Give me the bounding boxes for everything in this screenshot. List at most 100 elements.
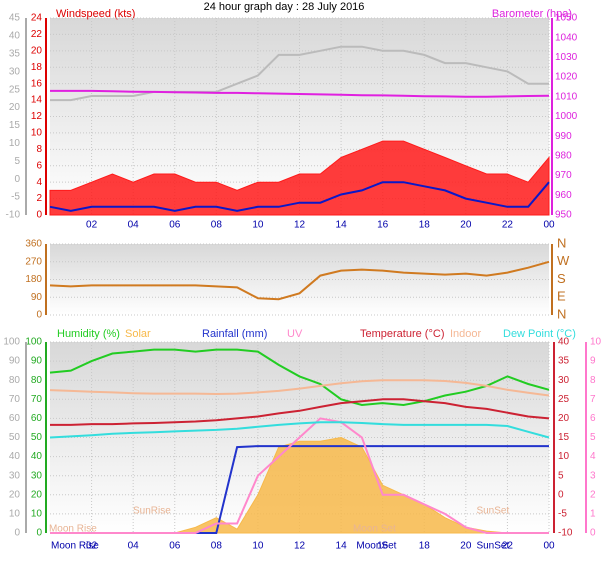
annotation: SunSet	[476, 506, 509, 517]
y-tick-label: 10	[31, 128, 43, 139]
y2-tick-label: 15	[558, 432, 570, 443]
line	[49, 260, 550, 301]
line	[49, 181, 550, 212]
y4-tick-label: 0	[590, 528, 596, 539]
chart-title: 24 hour graph day : 28 July 2016	[204, 1, 365, 13]
x-tick-label: 18	[419, 541, 431, 552]
y-tick-label: 180	[25, 274, 42, 285]
y-tick-label: 6	[36, 160, 42, 171]
x-tick-label: 20	[460, 541, 472, 552]
line	[50, 398, 550, 426]
y2-tick-label: 970	[555, 170, 572, 181]
y2-tick-label: 20	[558, 413, 570, 424]
y4-tick-label: 1	[590, 509, 596, 520]
y3-tick-label: 0	[14, 174, 20, 185]
x-tick-label: 12	[294, 541, 306, 552]
x-tick-label: 20	[460, 220, 472, 231]
y-tick-label: 270	[25, 256, 42, 267]
y-tick-label: 20	[31, 489, 43, 500]
y4-tick-label: 7	[590, 394, 596, 405]
x-annotation: Moon Rise	[51, 541, 99, 552]
y4-tick-label: 5	[590, 432, 596, 443]
x-annotation: SunSet	[476, 541, 509, 552]
y-tick-label: 40	[31, 451, 43, 462]
x-tick-label: 18	[419, 220, 431, 231]
y3-tick-label: 35	[9, 48, 21, 59]
y2-tick-label: 10	[558, 451, 570, 462]
area	[49, 140, 550, 216]
y4-tick-label: 4	[590, 451, 596, 462]
y-tick-label: 360	[25, 239, 42, 250]
y-tick-label: 0	[36, 210, 42, 221]
y4-tick-label: 9	[590, 356, 596, 367]
y-tick-label: 10	[31, 509, 43, 520]
y2-tick-label: N	[557, 235, 566, 250]
y3-tick-label: 60	[9, 413, 21, 424]
y2-tick-label: 1030	[555, 52, 578, 63]
y2-tick-label: 960	[555, 190, 572, 201]
line	[49, 421, 550, 439]
y-tick-label: 90	[31, 356, 43, 367]
x-tick-label: 06	[169, 220, 181, 231]
y3-tick-label: 15	[9, 120, 21, 131]
x-annotation: MoonSet	[356, 541, 396, 552]
y2-tick-label: E	[557, 289, 566, 304]
y2-tick-label: N	[557, 306, 566, 321]
y3-tick-label: 25	[9, 84, 21, 95]
y3-tick-label: 45	[9, 13, 21, 24]
y-tick-label: 12	[31, 111, 43, 122]
legend-label: Rainfall (mm)	[202, 328, 267, 340]
x-tick-label: 02	[86, 220, 98, 231]
line	[49, 379, 550, 397]
x-tick-label: 00	[543, 220, 555, 231]
y3-tick-label: 10	[9, 509, 21, 520]
y-tick-label: 8	[36, 144, 42, 155]
y-tick-label: 70	[31, 394, 43, 405]
y3-tick-label: 80	[9, 375, 21, 386]
x-tick-label: 22	[502, 541, 514, 552]
x-tick-label: 02	[86, 541, 98, 552]
y2-tick-label: 1010	[555, 91, 578, 102]
y4-tick-label: 3	[590, 470, 596, 481]
x-tick-label: 14	[336, 541, 348, 552]
x-tick-label: 16	[377, 541, 389, 552]
y-axis-title: Windspeed (kts)	[56, 8, 135, 20]
y3-tick-label: -5	[11, 192, 20, 203]
y-tick-label: 80	[31, 375, 43, 386]
y3-tick-label: 30	[9, 470, 21, 481]
legend-label: UV	[287, 328, 303, 340]
x-tick-label: 16	[377, 220, 389, 231]
x-tick-label: 10	[252, 541, 264, 552]
y2-tick-label: 1040	[555, 32, 578, 43]
y3-tick-label: 0	[14, 528, 20, 539]
y2-tick-label: -10	[558, 528, 573, 539]
legend-label: Humidity (%)	[57, 328, 120, 340]
y2-tick-label: 1020	[555, 72, 578, 83]
line	[50, 89, 550, 98]
x-tick-label: 22	[502, 220, 514, 231]
y-tick-label: 60	[31, 413, 43, 424]
x-tick-label: 06	[169, 541, 181, 552]
y-tick-label: 24	[31, 13, 43, 24]
y2-tick-label: W	[557, 253, 570, 268]
y3-tick-label: 5	[14, 156, 20, 167]
y2-tick-label: 990	[555, 131, 572, 142]
line	[50, 45, 549, 102]
y4-tick-label: 6	[590, 413, 596, 424]
y2-tick-label: 1050	[555, 13, 578, 24]
annotation: SunRise	[133, 506, 171, 517]
y3-tick-label: 10	[9, 138, 21, 149]
y-tick-label: 2	[36, 193, 42, 204]
y3-tick-label: 20	[9, 102, 21, 113]
y3-tick-label: -10	[6, 210, 21, 221]
y4-tick-label: 8	[590, 375, 596, 386]
legend-label: Solar	[125, 328, 151, 340]
y2-tick-label: 950	[555, 210, 572, 221]
y3-tick-label: 90	[9, 356, 21, 367]
y-tick-label: 22	[31, 29, 43, 40]
x-tick-label: 04	[128, 541, 140, 552]
x-tick-label: 10	[252, 220, 264, 231]
y-tick-label: 14	[31, 95, 43, 106]
y2-tick-label: 5	[558, 470, 564, 481]
